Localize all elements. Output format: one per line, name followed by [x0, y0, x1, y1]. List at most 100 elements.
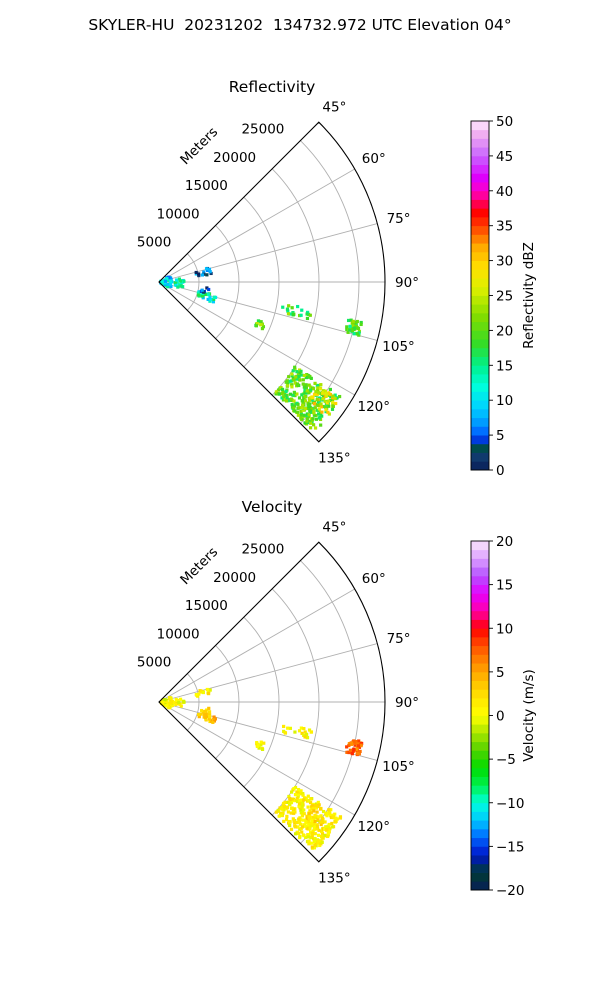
- echo-gate: [299, 313, 303, 317]
- echo-gate: [208, 270, 212, 274]
- echo-gate: [302, 808, 306, 812]
- colorbar-tick-label: 20: [496, 323, 513, 339]
- echo-gate: [207, 710, 212, 714]
- echo-gate: [280, 387, 285, 391]
- colorbar-segment: [471, 820, 489, 830]
- echo-gate: [351, 319, 355, 323]
- colorbar-segment: [471, 216, 489, 227]
- echo-gate: [170, 703, 174, 708]
- echo-gate: [300, 731, 304, 735]
- echo-gate: [315, 398, 319, 402]
- colorbar-segment: [471, 461, 489, 471]
- echo-gate: [321, 836, 325, 840]
- echo-gate: [308, 830, 313, 834]
- echo-gate: [314, 413, 318, 418]
- colorbar-segment: [471, 846, 489, 856]
- echo-gate: [350, 751, 354, 756]
- colorbar-segment: [471, 541, 489, 551]
- echo-gate: [296, 304, 300, 309]
- echo-gate: [321, 397, 325, 401]
- echo-gate: [176, 285, 180, 289]
- range-tick-label: 15000: [185, 598, 228, 614]
- echo-gate: [178, 697, 183, 701]
- echo-cell: [254, 319, 266, 331]
- colorbar-tick-label: −15: [496, 839, 525, 855]
- echo-gate: [312, 839, 317, 844]
- colorbar-segment: [471, 408, 489, 419]
- echo-gate: [304, 383, 308, 387]
- echo-cell: [345, 739, 364, 757]
- echo-gate: [289, 811, 293, 815]
- echo-gate: [327, 404, 331, 408]
- colorbar-segment: [471, 567, 489, 577]
- echo-gate: [299, 801, 304, 805]
- echo-gate: [317, 828, 321, 832]
- echo-cell: [274, 785, 343, 850]
- colorbar-segment: [471, 855, 489, 865]
- echo-gate: [318, 843, 322, 848]
- echo-gate: [288, 823, 292, 827]
- echo-gate: [298, 822, 303, 826]
- echo-gate: [182, 279, 186, 283]
- echo-gate: [301, 404, 305, 408]
- echo-gate: [312, 846, 317, 850]
- echo-gate: [207, 287, 211, 292]
- echo-gate: [357, 331, 361, 335]
- colorbar-segment: [471, 199, 489, 209]
- colorbar-segment: [471, 269, 489, 279]
- azimuth-gridline: [158, 281, 355, 396]
- echo-gate: [292, 787, 296, 791]
- echo-gate: [282, 395, 286, 399]
- echo-gate: [324, 827, 329, 832]
- echo-gate: [290, 806, 294, 810]
- echo-gate: [345, 325, 349, 329]
- colorbar-segment: [471, 452, 489, 462]
- echo-gate: [196, 293, 201, 297]
- echo-gate: [301, 793, 305, 797]
- echo-gate: [199, 712, 203, 716]
- colorbar-tick-label: 0: [496, 709, 505, 725]
- echo-gate: [301, 798, 306, 802]
- echo-gate: [303, 824, 307, 828]
- echo-gate: [301, 818, 306, 822]
- echo-gate: [169, 276, 173, 280]
- echo-gate: [299, 409, 303, 414]
- echo-gate: [287, 304, 291, 308]
- colorbar-segment: [471, 645, 489, 655]
- echo-gate: [168, 696, 172, 700]
- echo-gate: [300, 806, 304, 810]
- echo-gate: [319, 383, 323, 387]
- echo-gate: [297, 802, 302, 806]
- echo-gate: [317, 803, 321, 807]
- colorbar-segment: [471, 671, 489, 681]
- echo-gate: [345, 745, 349, 749]
- echo-gate: [284, 818, 289, 822]
- echo-gate: [197, 272, 201, 276]
- echo-gate: [305, 419, 309, 423]
- echo-gate: [212, 297, 216, 301]
- echo-gate: [356, 326, 361, 331]
- echo-gate: [330, 407, 335, 411]
- echo-gate: [292, 807, 296, 811]
- echo-gate: [331, 397, 335, 402]
- echo-gate: [204, 709, 208, 713]
- echo-gate: [289, 797, 293, 802]
- echo-gate: [279, 813, 283, 817]
- figure-title: SKYLER-HU 20231202 134732.972 UTC Elevat…: [88, 16, 512, 34]
- colorbar-segment: [471, 182, 489, 192]
- echo-gate: [327, 399, 331, 403]
- echo-gate: [328, 827, 332, 831]
- echo-gate: [262, 741, 266, 745]
- echo-gate: [297, 804, 301, 808]
- colorbar-segment: [471, 628, 489, 638]
- echo-gate: [274, 390, 279, 394]
- colorbar-segment: [471, 426, 489, 436]
- echo-gate: [327, 822, 331, 827]
- echo-gate: [345, 750, 349, 754]
- echo-gate: [330, 825, 335, 829]
- colorbar-segment: [471, 837, 489, 847]
- colorbar: 0 5 10 15 20 25 30 35 40 45 50 Reflectivity dBZ: [470, 114, 537, 479]
- echo-gate: [298, 798, 303, 802]
- echo-gate: [291, 393, 295, 397]
- colorbar-segment: [471, 593, 489, 603]
